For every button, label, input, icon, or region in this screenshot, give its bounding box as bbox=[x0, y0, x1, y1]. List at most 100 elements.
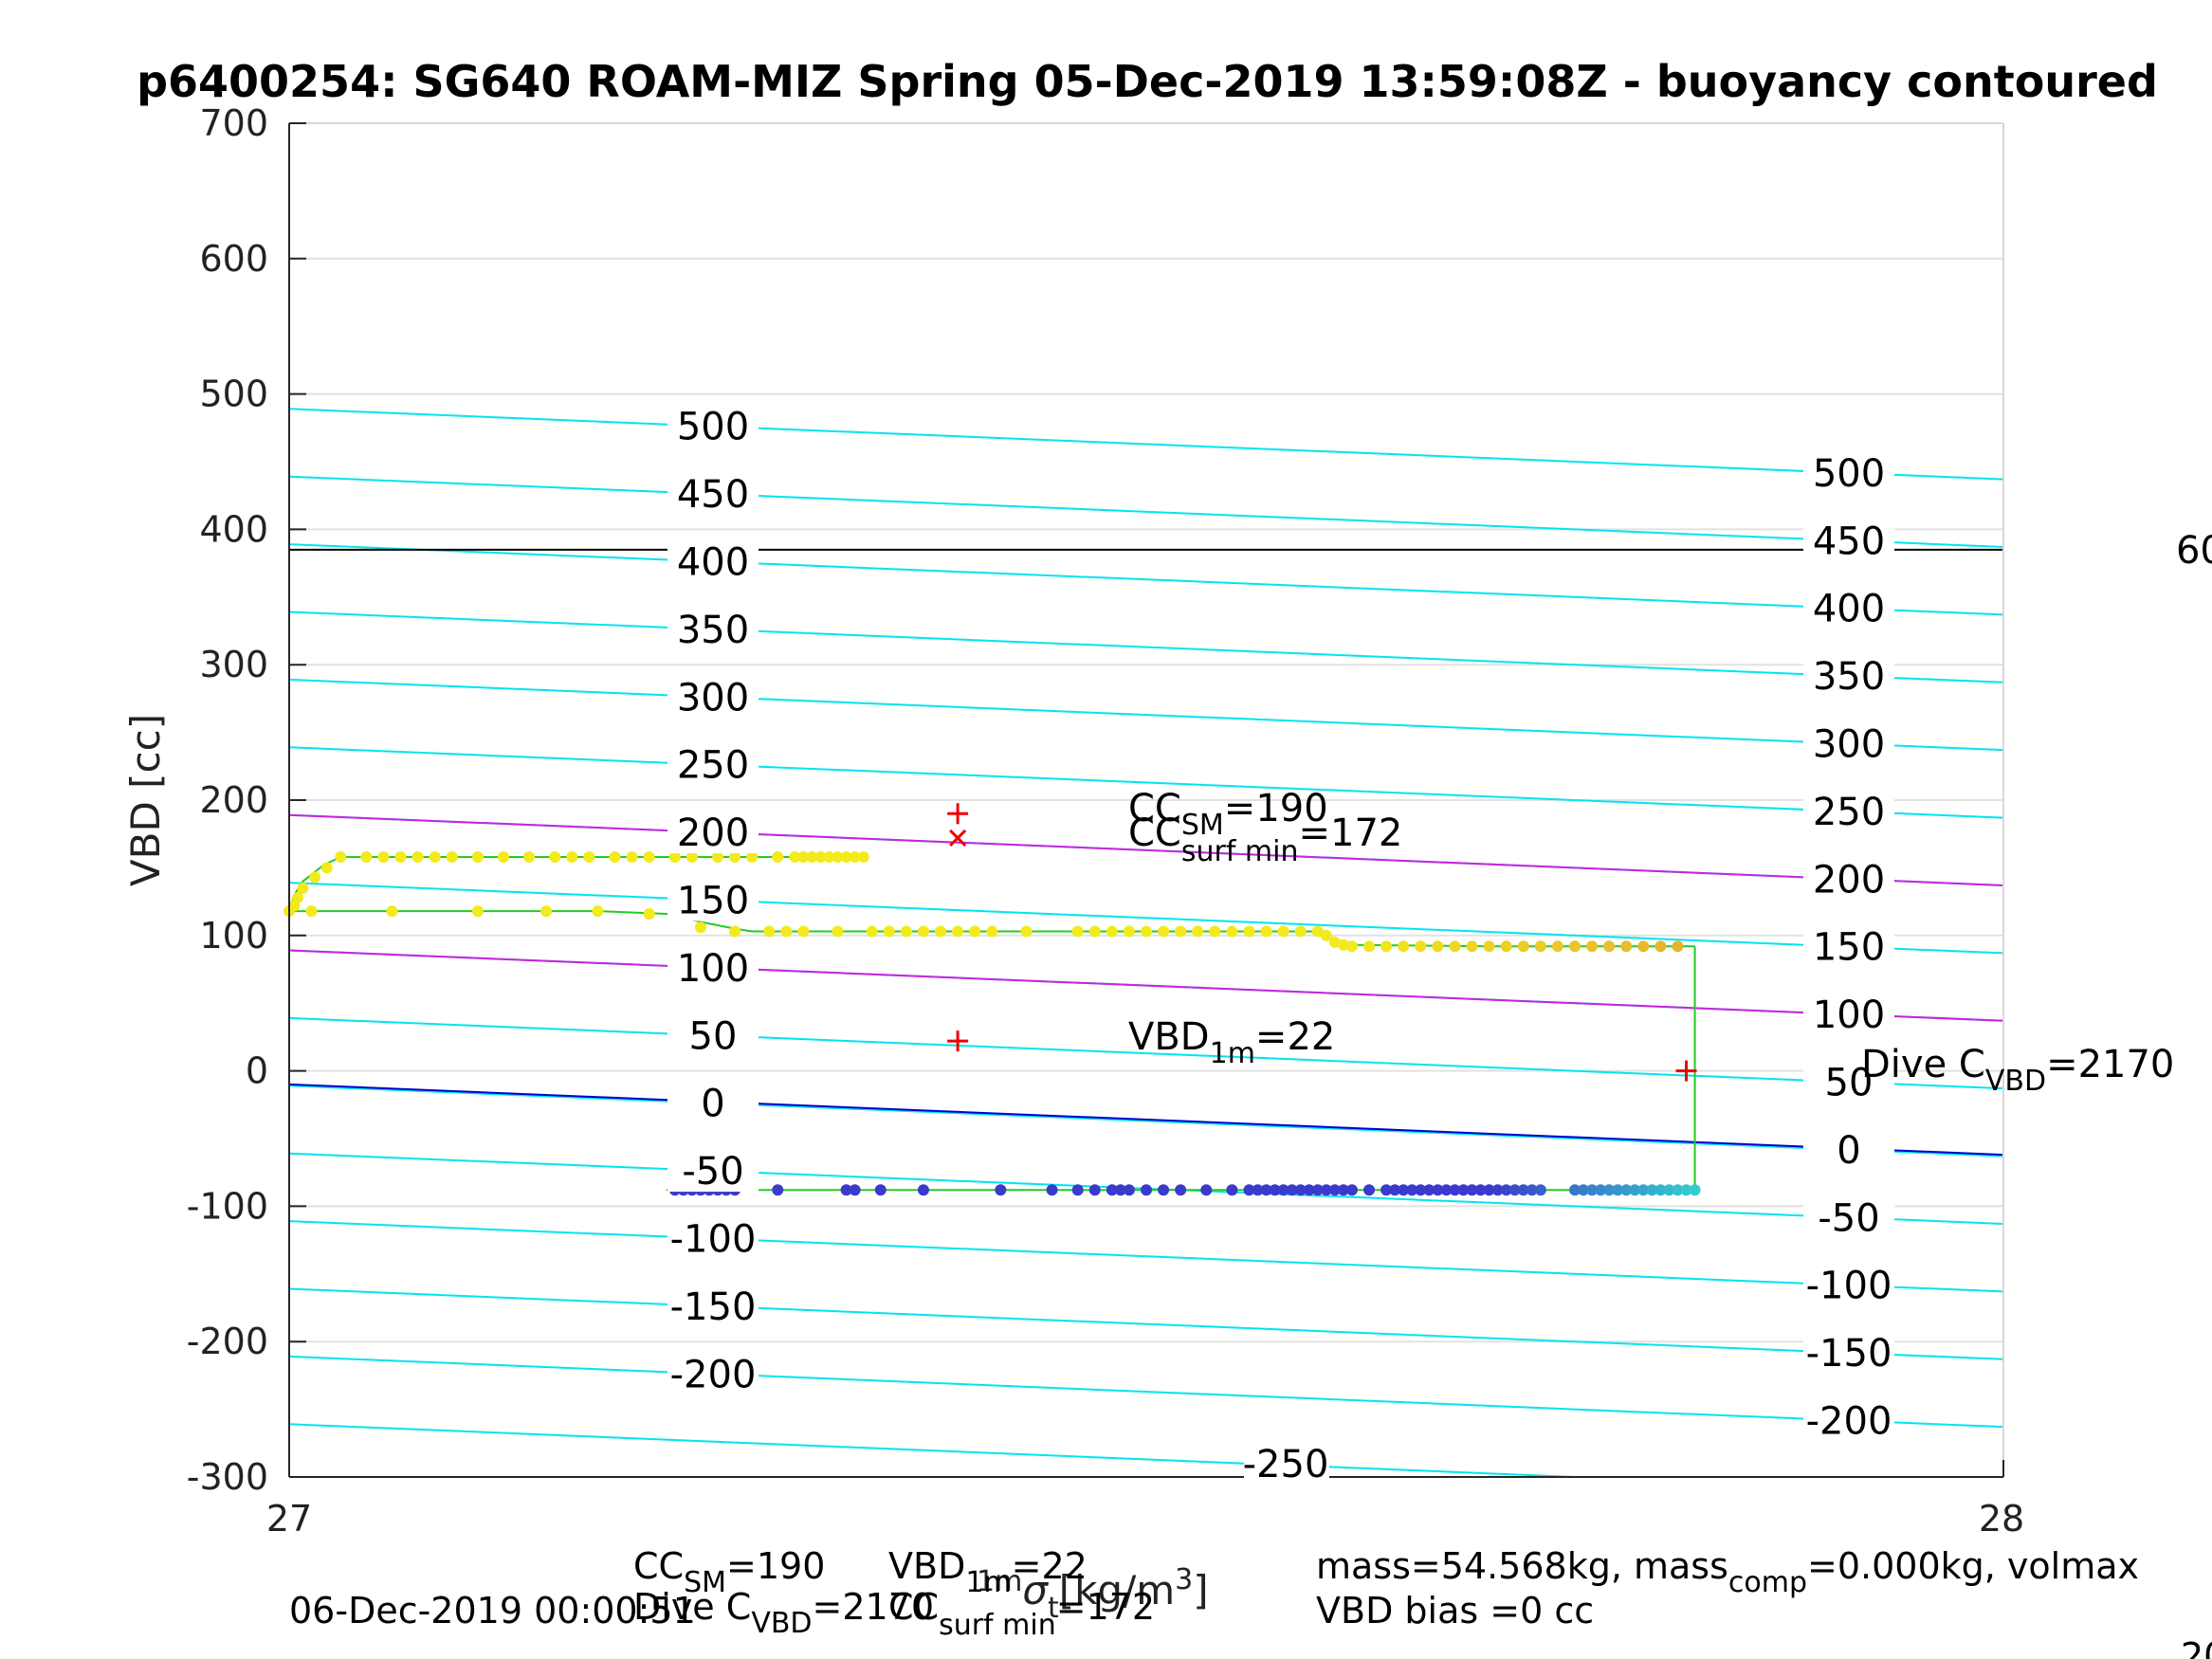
contour-lines bbox=[288, 408, 2004, 1478]
contour-line-zero bbox=[288, 1083, 2004, 1157]
mid-point bbox=[780, 925, 793, 938]
climb-point bbox=[823, 850, 835, 863]
contour-label-bg bbox=[1803, 722, 1894, 765]
dive-point bbox=[1569, 1184, 1581, 1196]
dive-point bbox=[1663, 1184, 1675, 1196]
mid-point bbox=[1603, 940, 1616, 953]
contour-label-right: 250 bbox=[1813, 791, 1885, 834]
footer-vbd-bias: VBD bias =0 cc bbox=[1316, 1590, 1594, 1632]
climb-point bbox=[377, 850, 390, 863]
contour-line bbox=[288, 408, 2004, 481]
mid-point bbox=[1432, 940, 1444, 953]
mid-point bbox=[1294, 925, 1307, 938]
mid-point bbox=[1192, 925, 1204, 938]
mid-point bbox=[1277, 925, 1289, 938]
contour-label-bg bbox=[667, 608, 759, 650]
climb-point bbox=[583, 850, 595, 863]
y-tick-label: 700 bbox=[199, 102, 268, 144]
dive-point bbox=[1106, 1184, 1118, 1196]
mid-point bbox=[1106, 925, 1118, 938]
dive-point bbox=[1517, 1184, 1529, 1196]
dive-point bbox=[840, 1184, 852, 1196]
dive-point bbox=[1286, 1184, 1298, 1196]
dive-point bbox=[1337, 1184, 1349, 1196]
mid-point bbox=[935, 925, 947, 938]
footer-cc-surf-min: CCsurf min=172 bbox=[888, 1586, 1155, 1642]
dive-point bbox=[849, 1184, 861, 1196]
mid-point bbox=[1209, 925, 1221, 938]
dive-point bbox=[1277, 1184, 1289, 1196]
mid-point bbox=[1337, 939, 1349, 951]
mid-point bbox=[1654, 940, 1667, 953]
contour-line bbox=[288, 1220, 2004, 1293]
annotation-cc-sm: CCSM=190 bbox=[1128, 787, 1328, 842]
contour-label-left: 0 bbox=[701, 1083, 724, 1126]
mid-point bbox=[1175, 925, 1187, 938]
dive-point bbox=[1491, 1184, 1504, 1196]
mid-point bbox=[1534, 940, 1546, 953]
contour-label-bg bbox=[1803, 451, 1894, 494]
dive-point bbox=[1646, 1184, 1658, 1196]
contour-line-magenta bbox=[288, 949, 2004, 1022]
dive-point bbox=[1654, 1184, 1667, 1196]
climb-point bbox=[609, 850, 621, 863]
climb-point bbox=[566, 850, 578, 863]
mid-point bbox=[917, 925, 929, 938]
contour-label-right: -100 bbox=[1806, 1265, 1892, 1308]
dive-point bbox=[1637, 1184, 1650, 1196]
mid-point bbox=[1311, 925, 1324, 938]
contour-label-left: 150 bbox=[677, 879, 749, 922]
contour-label-right: 400 bbox=[1813, 588, 1885, 631]
x-tick-label: 28 bbox=[1979, 1498, 2024, 1540]
y-tick-label: 600 bbox=[199, 238, 268, 280]
y-tick-label: 100 bbox=[199, 915, 268, 957]
climb-point bbox=[292, 891, 304, 903]
y-tick-label: -200 bbox=[187, 1321, 268, 1362]
red-markers bbox=[947, 803, 1697, 1082]
chart-title: p6400254: SG640 ROAM-MIZ Spring 05-Dec-2… bbox=[137, 56, 2158, 107]
climb-point bbox=[849, 850, 861, 863]
dive-point bbox=[1123, 1184, 1135, 1196]
contour-line bbox=[288, 882, 2004, 955]
contour-label-bg bbox=[1803, 994, 1894, 1036]
contour-label-left: -50 bbox=[682, 1150, 743, 1194]
dive-point bbox=[1629, 1184, 1641, 1196]
contour-label-right: 450 bbox=[1813, 520, 1885, 563]
contour-label-right: 500 bbox=[1813, 452, 1885, 496]
dive-point bbox=[1415, 1184, 1427, 1196]
mid-point bbox=[1672, 940, 1684, 953]
contour-label-bg bbox=[667, 879, 759, 921]
dive-point bbox=[1226, 1184, 1238, 1196]
contour-label-bg bbox=[1803, 1332, 1894, 1375]
dive-point bbox=[1200, 1184, 1213, 1196]
contour-label-left: 250 bbox=[677, 744, 749, 788]
mid-point bbox=[1226, 925, 1238, 938]
dive-point bbox=[1406, 1184, 1418, 1196]
climb-point bbox=[626, 850, 638, 863]
climb-point bbox=[446, 850, 458, 863]
contour-label-bg bbox=[667, 676, 759, 719]
mid-point bbox=[471, 905, 484, 918]
contour-label-bg bbox=[667, 1014, 759, 1057]
contour-label-bg bbox=[1803, 790, 1894, 832]
contour-label-bg bbox=[1803, 925, 1894, 968]
contour-label-left: 50 bbox=[689, 1014, 738, 1058]
dive-point bbox=[1114, 1184, 1126, 1196]
mid-point bbox=[592, 905, 604, 918]
dive-point bbox=[1088, 1184, 1101, 1196]
dive-point bbox=[1620, 1184, 1633, 1196]
dive-point bbox=[1252, 1184, 1264, 1196]
mid-point bbox=[1088, 925, 1101, 938]
dive-point bbox=[1243, 1184, 1255, 1196]
annotation-vbd-1m: VBD1m=22 bbox=[1128, 1015, 1335, 1070]
dive-point bbox=[1483, 1184, 1495, 1196]
y-tick-label: 300 bbox=[199, 644, 268, 685]
dive-point bbox=[917, 1184, 929, 1196]
contour-label-bg bbox=[667, 473, 759, 516]
dive-point bbox=[1389, 1184, 1401, 1196]
contour-label-bg bbox=[1803, 1264, 1894, 1306]
climb-point bbox=[797, 850, 810, 863]
contour-label-bg bbox=[667, 540, 759, 583]
footer-dive-c-vbd: Dive CVBD=2170 bbox=[633, 1586, 934, 1640]
